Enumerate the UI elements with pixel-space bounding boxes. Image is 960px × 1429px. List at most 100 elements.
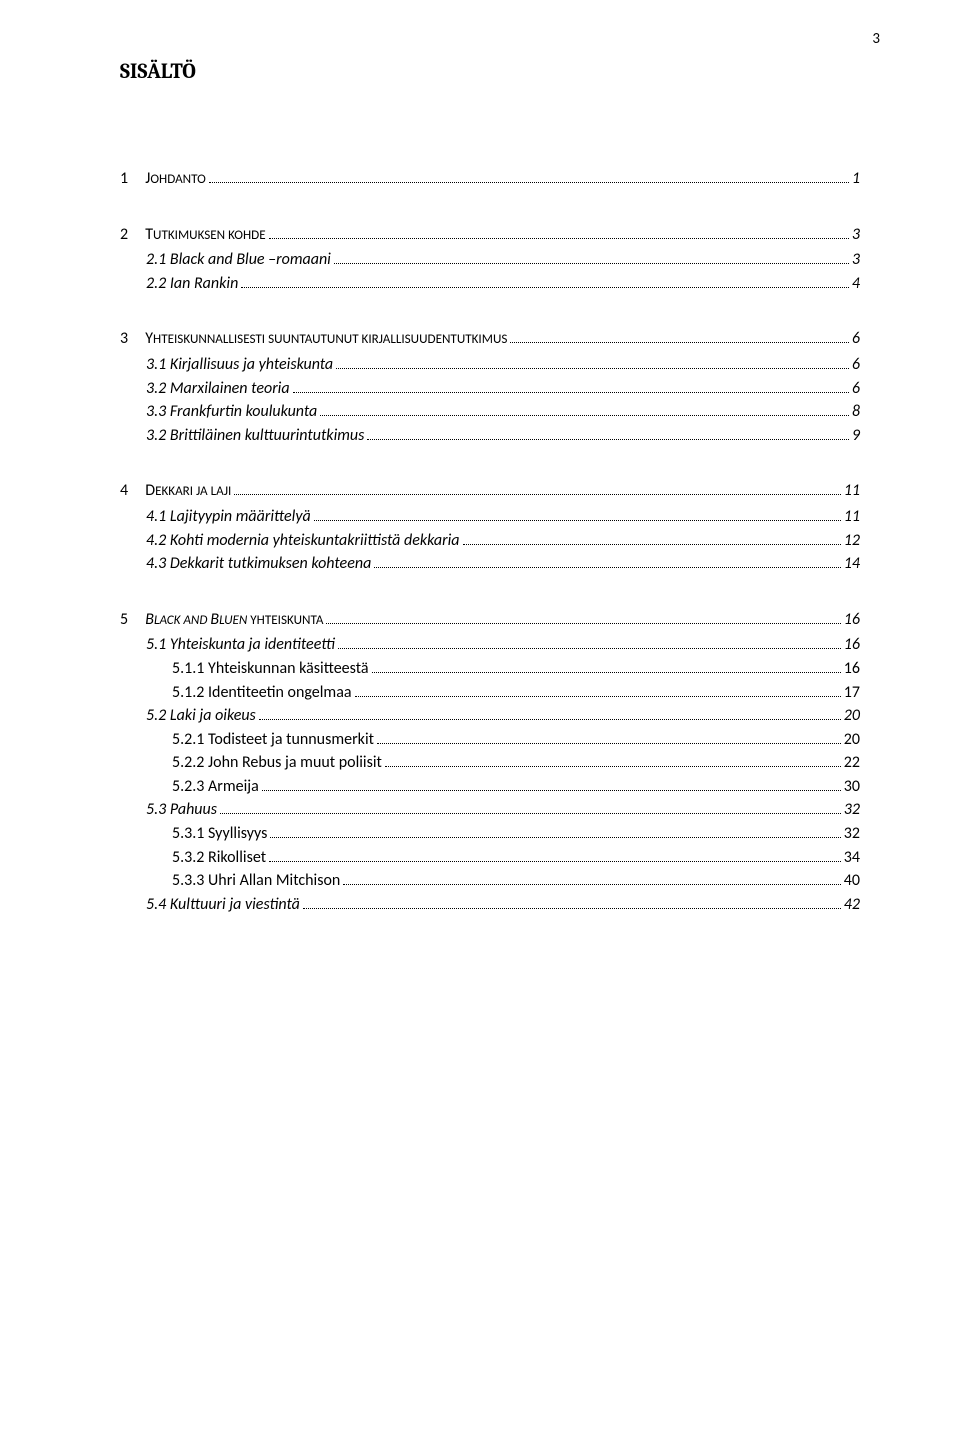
toc-label: 5.1.1 Yhteiskunnan käsitteestä [172, 658, 369, 680]
toc-entry: 5.1.1 Yhteiskunnan käsitteestä 16 [120, 658, 860, 680]
toc-entry: 5 BLACK AND BLUEN YHTEISKUNTA 16 [120, 609, 860, 631]
toc-page-number: 30 [844, 776, 860, 798]
toc-label: 4 DEKKARI JA LAJI [120, 480, 231, 502]
toc-page-number: 42 [844, 894, 860, 916]
toc-label: 5.2.3 Armeija [172, 776, 259, 798]
toc-leader [374, 567, 840, 568]
page-title: SISÄLTÖ [120, 60, 860, 84]
toc-page-number: 20 [844, 729, 860, 751]
toc-entry: 2.1 Black and Blue –romaani 3 [120, 249, 860, 271]
toc-entry: 5.1 Yhteiskunta ja identiteetti 16 [120, 634, 860, 656]
toc-leader [303, 908, 841, 909]
toc-page-number: 6 [852, 354, 860, 376]
toc-entry: 4 DEKKARI JA LAJI 11 [120, 480, 860, 502]
toc-page-number: 34 [844, 847, 860, 869]
toc-page-number: 32 [844, 823, 860, 845]
toc-label: 4.1 Lajityypin määrittelyä [146, 506, 311, 528]
toc-leader [293, 392, 849, 393]
toc-page-number: 6 [852, 328, 860, 350]
toc-leader [241, 287, 849, 288]
toc-leader [326, 623, 840, 624]
toc-page-number: 17 [844, 682, 860, 704]
toc-page-number: 16 [844, 658, 860, 680]
toc-label: 5.4 Kulttuuri ja viestintä [146, 894, 300, 916]
toc-leader [334, 263, 849, 264]
toc-entry: 3 YHTEISKUNNALLISESTI SUUNTAUTUNUT KIRJA… [120, 328, 860, 350]
toc-leader [320, 415, 849, 416]
toc-label: 5.3 Pahuus [146, 799, 217, 821]
toc-entry: 5.3 Pahuus 32 [120, 799, 860, 821]
toc-entry: 2.2 Ian Rankin 4 [120, 273, 860, 295]
document-page: 3 SISÄLTÖ 1 JOHDANTO 1 2 TUTKIMUKSEN KOHDE… [0, 0, 960, 1429]
toc-leader [262, 790, 841, 791]
toc-leader [372, 672, 841, 673]
toc-label: 5.2.2 John Rebus ja muut poliisit [172, 752, 382, 774]
toc-page-number: 12 [844, 530, 860, 552]
toc-entry: 4.1 Lajityypin määrittelyä 11 [120, 506, 860, 528]
table-of-contents: 1 JOHDANTO 1 2 TUTKIMUKSEN KOHDE3 2.1 Black… [120, 168, 860, 915]
toc-page-number: 40 [844, 870, 860, 892]
toc-page-number: 3 [852, 249, 860, 271]
toc-page-number: 16 [844, 609, 860, 631]
toc-page-number: 11 [844, 480, 860, 502]
toc-label: 3 YHTEISKUNNALLISESTI SUUNTAUTUNUT KIRJA… [120, 328, 507, 350]
toc-page-number: 4 [852, 273, 860, 295]
toc-label: 2.1 Black and Blue –romaani [146, 249, 331, 271]
toc-leader [209, 182, 849, 183]
toc-label: 3.2 Marxilainen teoria [146, 378, 290, 400]
toc-page-number: 6 [852, 378, 860, 400]
toc-entry: 3.2 Brittiläinen kulttuurintutkimus 9 [120, 425, 860, 447]
toc-leader [463, 544, 841, 545]
toc-label: 5.3.2 Rikolliset [172, 847, 266, 869]
toc-entry: 2 TUTKIMUKSEN KOHDE3 [120, 224, 860, 246]
toc-leader [367, 439, 849, 440]
toc-entry: 5.3.3 Uhri Allan Mitchison 40 [120, 870, 860, 892]
toc-entry: 5.2.3 Armeija 30 [120, 776, 860, 798]
toc-leader [314, 520, 841, 521]
toc-page-number: 3 [852, 224, 860, 246]
toc-label: 5 BLACK AND BLUEN YHTEISKUNTA [120, 609, 323, 631]
toc-label: 4.2 Kohti modernia yhteiskuntakriittistä… [146, 530, 460, 552]
toc-entry: 1 JOHDANTO 1 [120, 168, 860, 190]
toc-label: 5.1 Yhteiskunta ja identiteetti [146, 634, 335, 656]
toc-label: 4.3 Dekkarit tutkimuksen kohteena [146, 553, 371, 575]
toc-label: 5.2.1 Todisteet ja tunnusmerkit [172, 729, 374, 751]
toc-entry: 5.2 Laki ja oikeus 20 [120, 705, 860, 727]
toc-leader [510, 342, 849, 343]
toc-entry: 5.3.2 Rikolliset 34 [120, 847, 860, 869]
toc-page-number: 16 [844, 634, 860, 656]
toc-label: 5.3.1 Syyllisyys [172, 823, 267, 845]
toc-label: 2.2 Ian Rankin [146, 273, 238, 295]
toc-page-number: 22 [844, 752, 860, 774]
toc-label: 5.3.3 Uhri Allan Mitchison [172, 870, 340, 892]
toc-entry: 5.2.1 Todisteet ja tunnusmerkit 20 [120, 729, 860, 751]
toc-page-number: 8 [852, 401, 860, 423]
toc-leader [259, 719, 841, 720]
toc-leader [385, 766, 841, 767]
toc-page-number: 11 [844, 506, 860, 528]
toc-entry: 5.3.1 Syyllisyys 32 [120, 823, 860, 845]
toc-label: 5.2 Laki ja oikeus [146, 705, 256, 727]
toc-leader [269, 861, 841, 862]
toc-entry: 3.3 Frankfurtin koulukunta 8 [120, 401, 860, 423]
toc-entry: 5.4 Kulttuuri ja viestintä 42 [120, 894, 860, 916]
toc-page-number: 14 [844, 553, 860, 575]
toc-page-number: 9 [852, 425, 860, 447]
toc-leader [234, 494, 840, 495]
toc-page-number: 20 [844, 705, 860, 727]
toc-entry: 5.1.2 Identiteetin ongelmaa17 [120, 682, 860, 704]
toc-label: 3.3 Frankfurtin koulukunta [146, 401, 317, 423]
toc-entry: 5.2.2 John Rebus ja muut poliisit 22 [120, 752, 860, 774]
toc-page-number: 32 [844, 799, 860, 821]
toc-leader [377, 743, 841, 744]
toc-leader [336, 368, 849, 369]
toc-entry: 3.2 Marxilainen teoria 6 [120, 378, 860, 400]
toc-page-number: 1 [852, 168, 860, 190]
toc-leader [269, 238, 849, 239]
toc-leader [270, 837, 840, 838]
toc-leader [220, 813, 841, 814]
toc-entry: 3.1 Kirjallisuus ja yhteiskunta6 [120, 354, 860, 376]
toc-label: 1 JOHDANTO [120, 168, 206, 190]
toc-label: 3.2 Brittiläinen kulttuurintutkimus [146, 425, 364, 447]
toc-leader [343, 884, 840, 885]
